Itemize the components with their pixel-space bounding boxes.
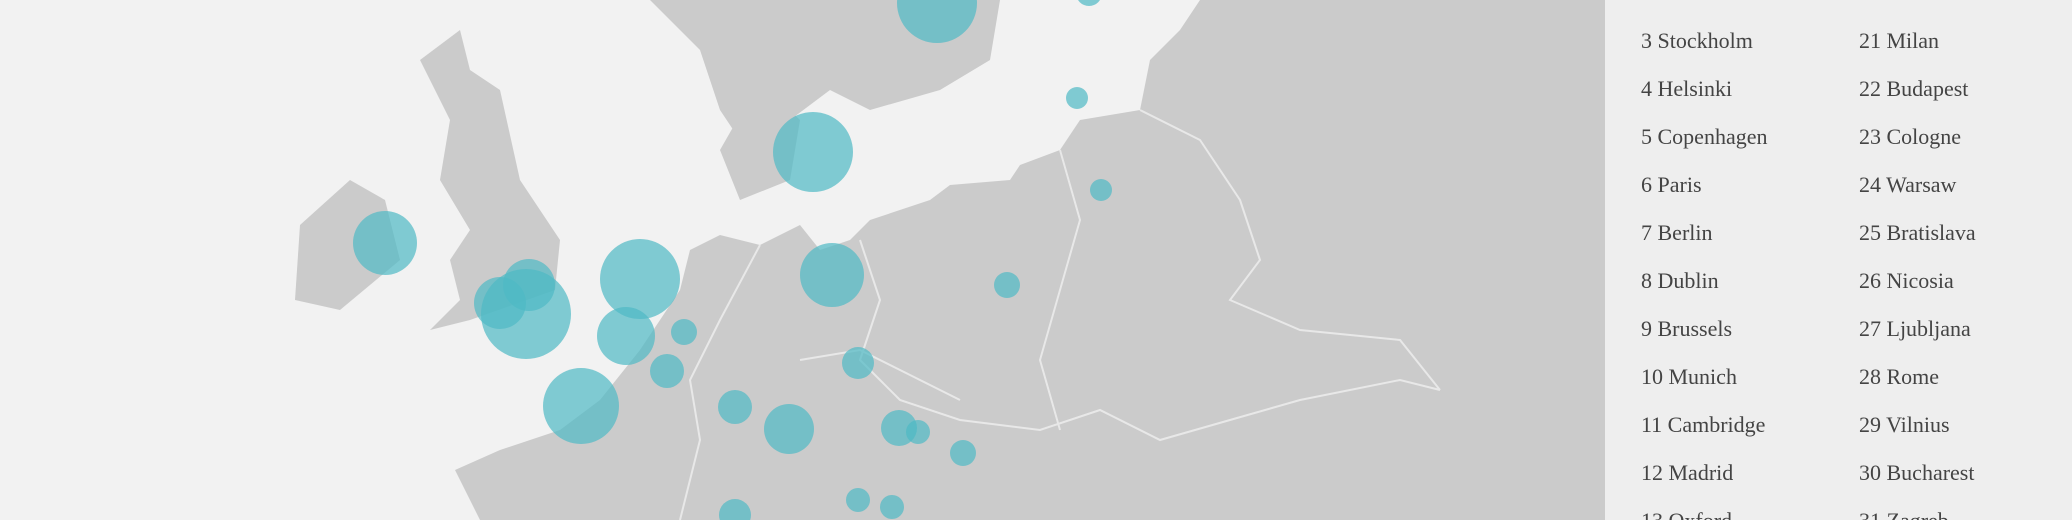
bubble (597, 307, 655, 365)
great-britain (420, 30, 560, 330)
ireland (295, 180, 400, 310)
city-label: 13 Oxford (1641, 508, 1732, 520)
bubble (994, 272, 1020, 298)
bubble (1078, 0, 1100, 6)
bubble (846, 488, 870, 512)
bubble (764, 404, 814, 454)
city-label: 23 Cologne (1859, 124, 1961, 149)
city-label: 5 Copenhagen (1641, 124, 1767, 149)
city-label: 21 Milan (1859, 28, 1939, 53)
border (799, 348, 961, 401)
city-label: 4 Helsinki (1641, 76, 1732, 101)
bubble (543, 368, 619, 444)
bubble (650, 354, 684, 388)
city-label: 10 Munich (1641, 364, 1737, 389)
city-label: 2 Amsterdam (1641, 0, 1759, 5)
city-label: 9 Brussels (1641, 316, 1732, 341)
city-label: 25 Bratislava (1859, 220, 1976, 245)
city-label: 3 Stockholm (1641, 28, 1753, 53)
border (679, 244, 761, 520)
bubble (719, 499, 751, 520)
bubble (481, 269, 571, 359)
bubble (600, 239, 680, 319)
bubble (906, 420, 930, 444)
city-label: 20 Tallinn (1859, 0, 1948, 5)
city-label: 24 Warsaw (1859, 172, 1957, 197)
city-label: 29 Vilnius (1859, 412, 1950, 437)
city-label: 28 Rome (1859, 364, 1939, 389)
bubble (897, 0, 977, 43)
city-label: 6 Paris (1641, 172, 1702, 197)
border (1038, 149, 1082, 431)
city-label: 22 Budapest (1859, 76, 1968, 101)
city-label: 31 Zagreb (1859, 508, 1949, 520)
bubble (880, 495, 904, 519)
city-label: 26 Nicosia (1859, 268, 1954, 293)
city-label: 11 Cambridge (1641, 412, 1765, 437)
city-label: 27 Ljubljana (1859, 316, 1971, 341)
bubble (353, 211, 417, 275)
bubble (950, 440, 976, 466)
bubble (842, 347, 874, 379)
bubble (773, 112, 853, 192)
bubble (1090, 179, 1112, 201)
city-label: 30 Bucharest (1859, 460, 1974, 485)
city-label: 7 Berlin (1641, 220, 1713, 245)
bubble (800, 243, 864, 307)
bubble (671, 319, 697, 345)
bubble (718, 390, 752, 424)
city-label: 12 Madrid (1641, 460, 1733, 485)
legend: 2 Amsterdam 3 Stockholm 4 Helsinki 5 Copenh… (1641, 0, 1976, 520)
border (1139, 109, 1441, 391)
bubbles (353, 0, 1112, 520)
legend-panel (1605, 0, 2072, 520)
bubble (1066, 87, 1088, 109)
city-label: 8 Dublin (1641, 268, 1719, 293)
